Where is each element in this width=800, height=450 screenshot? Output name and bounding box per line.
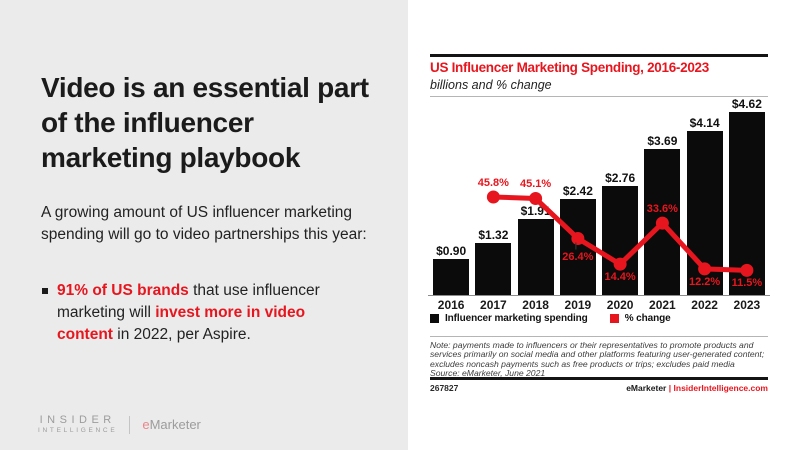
x-axis-labels: 2016 2017 2018 2019 2020 2021 2022 2023 bbox=[430, 298, 768, 312]
brand-footer: INSIDER INTELLIGENCE eMarketer bbox=[38, 414, 201, 435]
bullet-plain: in 2022, per Aspire. bbox=[112, 326, 251, 343]
bar-value-label: $4.62 bbox=[731, 97, 762, 111]
legend-swatch-icon bbox=[430, 314, 439, 323]
left-panel: Video is an essential part of the influe… bbox=[0, 0, 408, 450]
pct-label: 26.4% bbox=[562, 250, 594, 263]
data-point bbox=[571, 232, 585, 246]
chart-legend: Influencer marketing spending % change bbox=[430, 313, 671, 324]
logo-divider bbox=[129, 415, 131, 434]
data-point bbox=[740, 263, 754, 277]
bullet-square-icon bbox=[42, 288, 48, 294]
note-line: services primarily on social media and o… bbox=[430, 349, 765, 360]
year-label: 2019 bbox=[564, 298, 592, 312]
note-line: excludes noncash payments such as free p… bbox=[430, 358, 735, 369]
pct-label: 45.8% bbox=[477, 176, 509, 189]
bullet-highlight: 91% of US brands bbox=[57, 282, 189, 299]
pct-label: 14.4% bbox=[604, 271, 636, 284]
bar-value-label: $0.90 bbox=[436, 244, 467, 259]
legend-label: Influencer marketing spending bbox=[445, 313, 588, 324]
bar-2016 bbox=[433, 259, 470, 295]
chart-card: US Influencer Marketing Spending, 2016-2… bbox=[408, 0, 800, 450]
year-label: 2017 bbox=[480, 298, 507, 312]
year-label: 2016 bbox=[437, 298, 465, 312]
chart-title: US Influencer Marketing Spending, 2016-2… bbox=[430, 60, 709, 75]
page-title: Video is an essential part of the influe… bbox=[41, 72, 369, 173]
trend-line-svg bbox=[486, 190, 754, 277]
bar-value-label: $1.32 bbox=[478, 227, 509, 242]
bar-value-label: $2.42 bbox=[562, 184, 593, 199]
bullet-plain: that use influencer marketing will bbox=[57, 282, 320, 321]
emarketer-rest: Marketer bbox=[149, 417, 201, 432]
bar-value-label: $4.14 bbox=[689, 116, 720, 130]
data-point bbox=[613, 257, 627, 271]
bullet-highlight: invest more in video content bbox=[57, 304, 306, 343]
chart-subtitle: billions and % change bbox=[430, 78, 552, 92]
year-label: 2018 bbox=[522, 298, 549, 312]
note-divider bbox=[430, 336, 768, 337]
pct-label: 11.5% bbox=[731, 277, 763, 290]
legend-item: % change bbox=[609, 313, 671, 324]
emarketer-e: e bbox=[142, 417, 150, 432]
chart-bottom-rule bbox=[430, 377, 768, 380]
insider-intelligence-logo: INSIDER INTELLIGENCE bbox=[38, 414, 117, 435]
chart-header-divider bbox=[430, 96, 768, 97]
legend-label: % change bbox=[624, 313, 671, 324]
year-label: 2023 bbox=[733, 298, 761, 312]
bullet-item: 91% of US brands that use influencer mar… bbox=[41, 280, 357, 346]
year-label: 2021 bbox=[649, 298, 676, 312]
data-point bbox=[698, 262, 712, 276]
credit: eMarketer | InsiderIntelligence.com bbox=[626, 383, 768, 393]
year-label: 2020 bbox=[606, 298, 634, 312]
note-line: Note: payments made to influencers or th… bbox=[430, 340, 754, 350]
note-line: Source: eMarketer, June 2021 bbox=[430, 368, 546, 379]
bullet-text: 91% of US brands that use influencer mar… bbox=[41, 280, 357, 346]
bar-2018 bbox=[517, 219, 554, 295]
bar-2020 bbox=[602, 185, 639, 295]
chart-note: Note: payments made to influencers or th… bbox=[430, 340, 775, 379]
emarketer-logo: eMarketer bbox=[142, 417, 201, 432]
pct-label: 45.1% bbox=[520, 178, 552, 191]
intro-paragraph: A growing amount of US influencer market… bbox=[41, 204, 367, 243]
credit-link[interactable]: InsiderIntelligence.com bbox=[673, 383, 768, 393]
pct-label: 33.6% bbox=[646, 203, 678, 216]
insider-wordmark: INSIDER bbox=[39, 414, 116, 426]
credit-emarketer: eMarketer bbox=[626, 383, 667, 393]
bar-2017 bbox=[475, 242, 512, 295]
chart-top-rule bbox=[430, 54, 768, 57]
x-axis-line bbox=[428, 295, 770, 296]
intelligence-wordmark: INTELLIGENCE bbox=[38, 427, 118, 434]
data-point bbox=[655, 216, 669, 230]
chart-plot: $0.90 $1.32 $1.91 $2.42 $2.76 $3.69 $4.14 $4.62… bbox=[430, 97, 768, 295]
legend-item: Influencer marketing spending bbox=[430, 313, 588, 324]
year-label: 2022 bbox=[691, 298, 718, 312]
bar-value-label: $2.76 bbox=[605, 170, 636, 185]
pct-label: 12.2% bbox=[689, 275, 721, 288]
credit-separator: | bbox=[668, 383, 672, 393]
data-point bbox=[486, 190, 500, 204]
legend-swatch-icon bbox=[609, 314, 619, 323]
bar-value-label: $3.69 bbox=[647, 133, 678, 148]
data-point bbox=[529, 191, 543, 205]
credit-row: 267827 eMarketer | InsiderIntelligence.c… bbox=[430, 383, 768, 393]
chart-id: 267827 bbox=[430, 383, 459, 393]
